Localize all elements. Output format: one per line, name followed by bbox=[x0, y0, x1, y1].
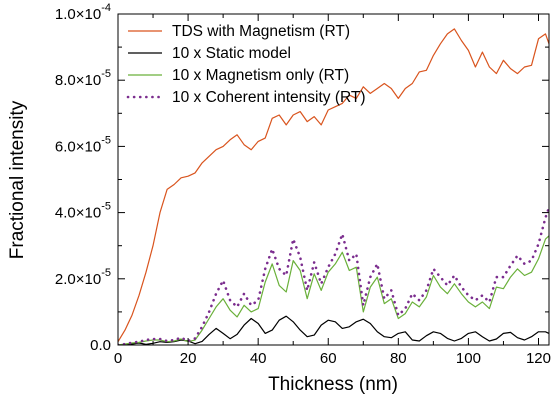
y-tick-mantissa: 8.0×10 bbox=[55, 72, 101, 89]
series-line-10-x-magnetism-only-rt bbox=[118, 235, 549, 345]
y-tick-label: 8.0×10-5 bbox=[55, 68, 111, 89]
y-tick-label: 1.0×10-4 bbox=[55, 2, 111, 23]
y-tick-label: 4.0×10-5 bbox=[55, 201, 111, 222]
y-tick-exponent: -5 bbox=[101, 201, 111, 213]
y-axis: 0.02.0×10-54.0×10-56.0×10-58.0×10-51.0×1… bbox=[55, 2, 549, 354]
y-tick-label: 6.0×10-5 bbox=[55, 134, 111, 155]
x-axis: 0 20 40 60 80 100 120 bbox=[114, 14, 551, 367]
y-tick-exponent: -5 bbox=[101, 267, 111, 279]
x-tick-label: 40 bbox=[250, 350, 267, 367]
x-tick-label: 100 bbox=[456, 350, 481, 367]
series-line-10-x-static-model bbox=[118, 315, 549, 345]
y-tick-label: 0.0 bbox=[90, 337, 111, 354]
series-line-10-x-coherent-intensity-rt bbox=[118, 206, 549, 345]
y-tick-mantissa: 6.0×10 bbox=[55, 138, 101, 155]
x-axis-title: Thickness (nm) bbox=[268, 374, 398, 395]
legend: TDS with Magnetism (RT) 10 x Static model… bbox=[126, 23, 366, 106]
y-tick-mantissa: 4.0×10 bbox=[55, 205, 101, 222]
legend-label: 10 x Coherent intensity (RT) bbox=[172, 89, 366, 106]
legend-label: 10 x Static model bbox=[172, 45, 291, 62]
x-tick-label: 80 bbox=[390, 350, 407, 367]
y-tick-exponent: -5 bbox=[101, 134, 111, 146]
x-tick-label: 60 bbox=[320, 350, 337, 367]
y-tick-exponent: -5 bbox=[101, 68, 111, 80]
series-line-tds-with-magnetism-rt bbox=[118, 28, 549, 343]
y-tick-mantissa: 0.0 bbox=[90, 337, 111, 354]
plot-frame bbox=[117, 13, 550, 346]
x-tick-label: 20 bbox=[180, 350, 197, 367]
y-axis-title: Fractional intensity bbox=[7, 100, 28, 259]
y-tick-mantissa: 1.0×10 bbox=[55, 6, 101, 23]
y-tick-label: 2.0×10-5 bbox=[55, 267, 111, 288]
y-tick-exponent: -4 bbox=[101, 2, 111, 14]
y-tick-mantissa: 2.0×10 bbox=[55, 271, 101, 288]
legend-label: TDS with Magnetism (RT) bbox=[172, 23, 350, 40]
legend-label: 10 x Magnetism only (RT) bbox=[172, 67, 349, 84]
series-layer bbox=[118, 28, 549, 345]
x-tick-label: 120 bbox=[526, 350, 551, 367]
x-tick-label: 0 bbox=[114, 350, 122, 367]
